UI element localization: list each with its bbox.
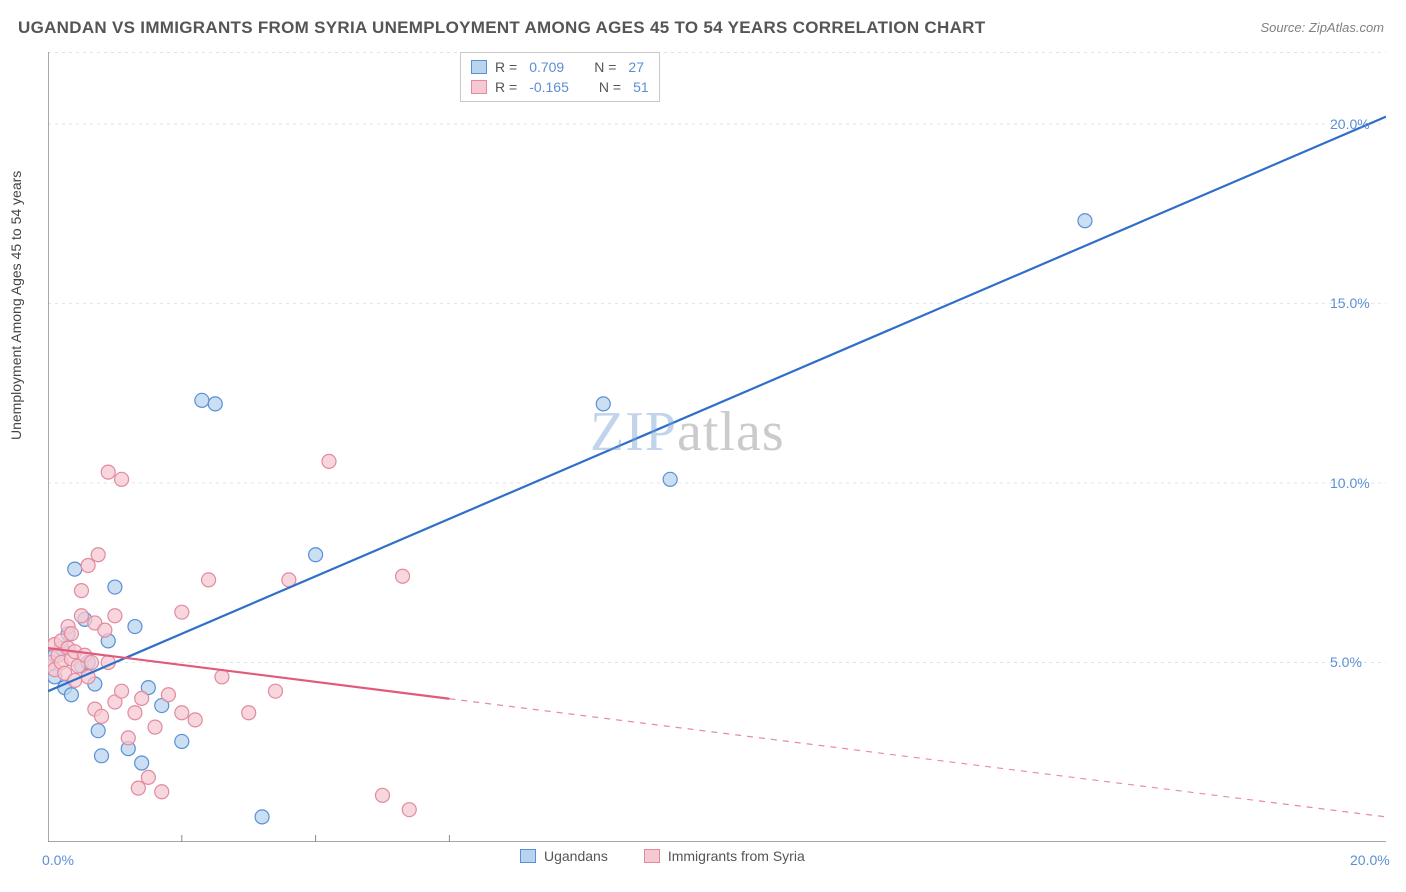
legend-swatch [471, 80, 487, 94]
y-axis-label: Unemployment Among Ages 45 to 54 years [8, 171, 24, 440]
legend-swatch [471, 60, 487, 74]
chart-title: UGANDAN VS IMMIGRANTS FROM SYRIA UNEMPLO… [18, 18, 985, 38]
y-tick-label: 5.0% [1330, 654, 1362, 670]
plot-area [48, 52, 1386, 842]
series-legend-item: Ugandans [520, 848, 608, 864]
legend-swatch [520, 849, 536, 863]
stats-legend: R =0.709N =27R =-0.165N =51 [460, 52, 660, 102]
chart-container: UGANDAN VS IMMIGRANTS FROM SYRIA UNEMPLO… [0, 0, 1406, 892]
source-label: Source: ZipAtlas.com [1260, 20, 1384, 35]
x-tick-label: 20.0% [1350, 852, 1390, 868]
stats-legend-row: R =-0.165N =51 [471, 77, 649, 97]
series-legend-label: Immigrants from Syria [668, 848, 805, 864]
series-legend-label: Ugandans [544, 848, 608, 864]
x-tick-label: 0.0% [42, 852, 74, 868]
y-tick-label: 20.0% [1330, 116, 1370, 132]
y-tick-label: 15.0% [1330, 295, 1370, 311]
series-legend: Ugandans Immigrants from Syria [520, 848, 805, 864]
legend-swatch [644, 849, 660, 863]
scatter-svg [48, 52, 1386, 842]
stats-legend-row: R =0.709N =27 [471, 57, 649, 77]
series-legend-item: Immigrants from Syria [644, 848, 805, 864]
y-tick-label: 10.0% [1330, 475, 1370, 491]
